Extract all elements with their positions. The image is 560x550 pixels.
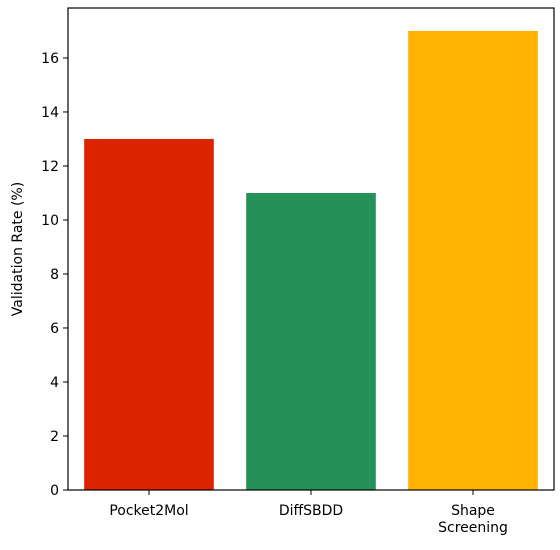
y-tick-label-1: 2 bbox=[50, 429, 59, 445]
x-tick-label-line: Shape bbox=[451, 503, 495, 519]
x-tick-label-line: Screening bbox=[438, 520, 508, 536]
bar-0 bbox=[84, 138, 214, 490]
y-tick-label-5: 10 bbox=[41, 213, 59, 229]
bars-layer bbox=[84, 30, 538, 491]
x-tick-label-line: DiffSBDD bbox=[279, 503, 343, 519]
y-tick-label-0: 0 bbox=[50, 483, 59, 499]
y-axis-ticks: 0 2 4 6 8 10 12 14 16 bbox=[41, 51, 68, 499]
x-tick-label-line: Pocket2Mol bbox=[109, 503, 188, 519]
bar-1 bbox=[246, 192, 376, 491]
bar-2 bbox=[408, 30, 538, 490]
y-tick-label-4: 8 bbox=[50, 267, 59, 283]
x-tick-label-1: DiffSBDD bbox=[279, 503, 343, 519]
y-axis-label: Validation Rate (%) bbox=[10, 182, 26, 316]
x-tick-label-2: Shape Screening bbox=[438, 503, 508, 536]
y-tick-label-2: 4 bbox=[50, 375, 59, 391]
y-tick-label-3: 6 bbox=[50, 321, 59, 337]
y-tick-label-7: 14 bbox=[41, 105, 59, 121]
x-tick-label-0: Pocket2Mol bbox=[109, 503, 188, 519]
x-axis-ticks: Pocket2Mol DiffSBDD Shape Screening bbox=[109, 490, 508, 536]
y-tick-label-8: 16 bbox=[41, 51, 59, 67]
plot-frame bbox=[67, 7, 555, 491]
y-tick-label-6: 12 bbox=[41, 159, 59, 175]
